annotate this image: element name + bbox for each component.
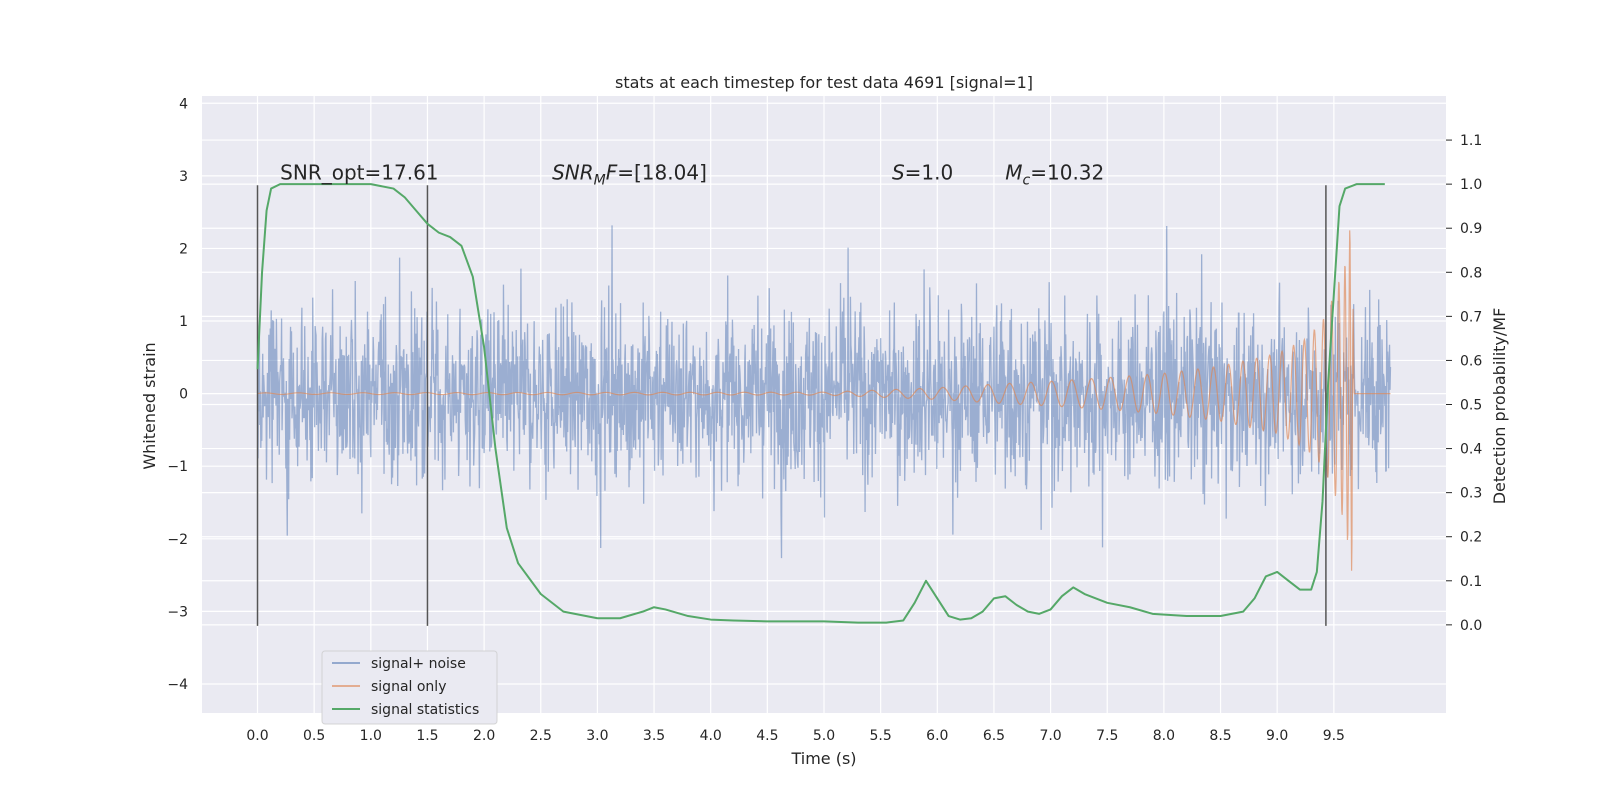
x-tick-1: 0.5: [303, 728, 325, 744]
line-signal-statistics: [256, 183, 1385, 624]
y-left-tick-6: −2: [167, 532, 188, 548]
series-signal-statistics: [256, 183, 1385, 624]
x-tick-6: 3.0: [586, 728, 608, 744]
x-tick-18: 9.0: [1266, 728, 1288, 744]
legend-label-signal-noise: signal+ noise: [371, 656, 466, 672]
y-left-tick-8: −4: [167, 677, 188, 693]
x-tick-4: 2.0: [473, 728, 495, 744]
x-tick-5: 2.5: [530, 728, 552, 744]
y-right-tick-6: 0.5: [1460, 398, 1482, 414]
x-tick-16: 8.0: [1153, 728, 1175, 744]
y-left-tick-1: 3: [179, 169, 188, 185]
y-right-tick-3: 0.8: [1460, 265, 1482, 281]
x-tick-10: 5.0: [813, 728, 835, 744]
annotations: SNR_opt=17.61 SNRMF=[18.04] S=1.0 Mc=10.32: [280, 160, 1104, 188]
y-axis-label-left: Whitened strain: [140, 342, 159, 469]
line-signal-only: [257, 230, 1391, 571]
y-axis-label-right: Detection probability/MF: [1490, 308, 1509, 505]
vertical-markers: [256, 185, 1327, 626]
series-signal-noise: [256, 225, 1392, 559]
y-right-tick-7: 0.4: [1460, 442, 1482, 458]
line-signal-noise: [256, 225, 1392, 559]
y-right-tick-11: 0.0: [1460, 618, 1482, 634]
annotation-0: SNR_opt=17.61: [280, 160, 438, 184]
x-tick-3: 1.5: [416, 728, 438, 744]
legend: signal+ noise signal only signal statist…: [321, 650, 498, 725]
x-tick-0: 0.0: [246, 728, 268, 744]
x-tick-13: 6.5: [983, 728, 1005, 744]
y-left-tick-labels: 4 3 2 1 0 −1 −2 −3 −4: [167, 96, 188, 693]
annotation-2: S=1.0: [892, 160, 953, 184]
y-right-tick-8: 0.3: [1460, 486, 1482, 502]
y-right-tick-10: 0.1: [1460, 574, 1482, 590]
y-right-tick-2: 0.9: [1460, 221, 1482, 237]
legend-label-signal-only: signal only: [371, 679, 446, 695]
y-left-tick-5: −1: [167, 459, 188, 475]
x-tick-12: 6.0: [926, 728, 948, 744]
series-signal-only: [257, 230, 1391, 571]
y-right-tick-labels: 1.1 1.0 0.9 0.8 0.7 0.6 0.5 0.4 0.3 0.2 0.1 0.0: [1446, 133, 1482, 634]
y-right-tick-1: 1.0: [1460, 177, 1482, 193]
x-tick-14: 7.0: [1039, 728, 1061, 744]
x-tick-2: 1.0: [360, 728, 382, 744]
annotation-1: SNRMF=[18.04]: [552, 160, 707, 188]
legend-label-signal-statistics: signal statistics: [371, 702, 479, 718]
x-tick-11: 5.5: [870, 728, 892, 744]
chart-title: stats at each timestep for test data 469…: [615, 73, 1033, 92]
x-tick-15: 7.5: [1096, 728, 1118, 744]
y-left-tick-4: 0: [179, 387, 188, 403]
y-left-tick-0: 4: [179, 96, 188, 112]
annotation-3: Mc=10.32: [1005, 160, 1104, 188]
x-tick-7: 3.5: [643, 728, 665, 744]
y-right-tick-0: 1.1: [1460, 133, 1482, 149]
y-left-tick-2: 2: [179, 241, 188, 257]
x-tick-8: 4.0: [700, 728, 722, 744]
y-right-tick-4: 0.7: [1460, 309, 1482, 325]
x-tick-19: 9.5: [1323, 728, 1345, 744]
x-axis-label: Time (s): [790, 749, 856, 768]
x-tick-9: 4.5: [756, 728, 778, 744]
y-right-tick-5: 0.6: [1460, 353, 1482, 369]
y-left-tick-7: −3: [167, 604, 188, 620]
x-tick-17: 8.5: [1209, 728, 1231, 744]
legend-box: [321, 650, 498, 725]
y-right-tick-9: 0.2: [1460, 530, 1482, 546]
x-tick-labels: 0.0 0.5 1.0 1.5 2.0 2.5 3.0 3.5 4.0 4.5 5.0 5.5 6.0 6…: [246, 728, 1345, 744]
y-left-tick-3: 1: [179, 314, 188, 330]
